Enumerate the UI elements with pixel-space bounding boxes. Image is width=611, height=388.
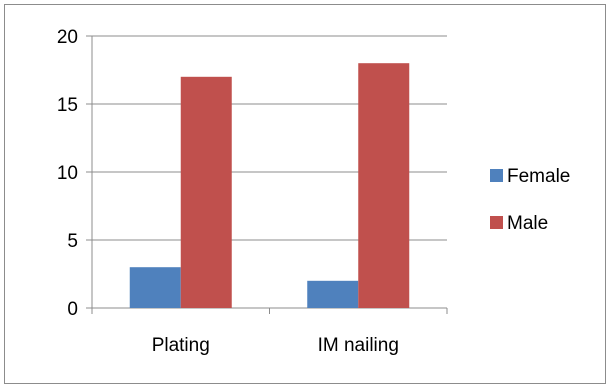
chart-frame bbox=[4, 4, 606, 384]
tick-labels: 0 5 10 15 20 Plating IM nailing bbox=[57, 27, 399, 356]
x-category-label: IM nailing bbox=[318, 335, 399, 356]
bar-female-1 bbox=[307, 280, 359, 308]
bar-female-0 bbox=[129, 267, 181, 308]
legend-label-female: Female bbox=[507, 166, 570, 187]
legend-label-male: Male bbox=[507, 213, 548, 234]
y-tick-label: 20 bbox=[57, 27, 78, 48]
y-tick-label: 5 bbox=[67, 231, 78, 252]
legend-swatch-male bbox=[490, 216, 503, 229]
y-tick-label: 10 bbox=[57, 163, 78, 184]
bars bbox=[129, 63, 410, 309]
y-tick-label: 0 bbox=[67, 299, 78, 320]
legend: Female Male bbox=[490, 166, 570, 234]
legend-swatch-female bbox=[490, 169, 503, 182]
x-category-label: Plating bbox=[152, 335, 210, 356]
y-tick-label: 15 bbox=[57, 95, 78, 116]
bar-male-1 bbox=[358, 63, 410, 309]
bar-male-0 bbox=[180, 76, 232, 308]
